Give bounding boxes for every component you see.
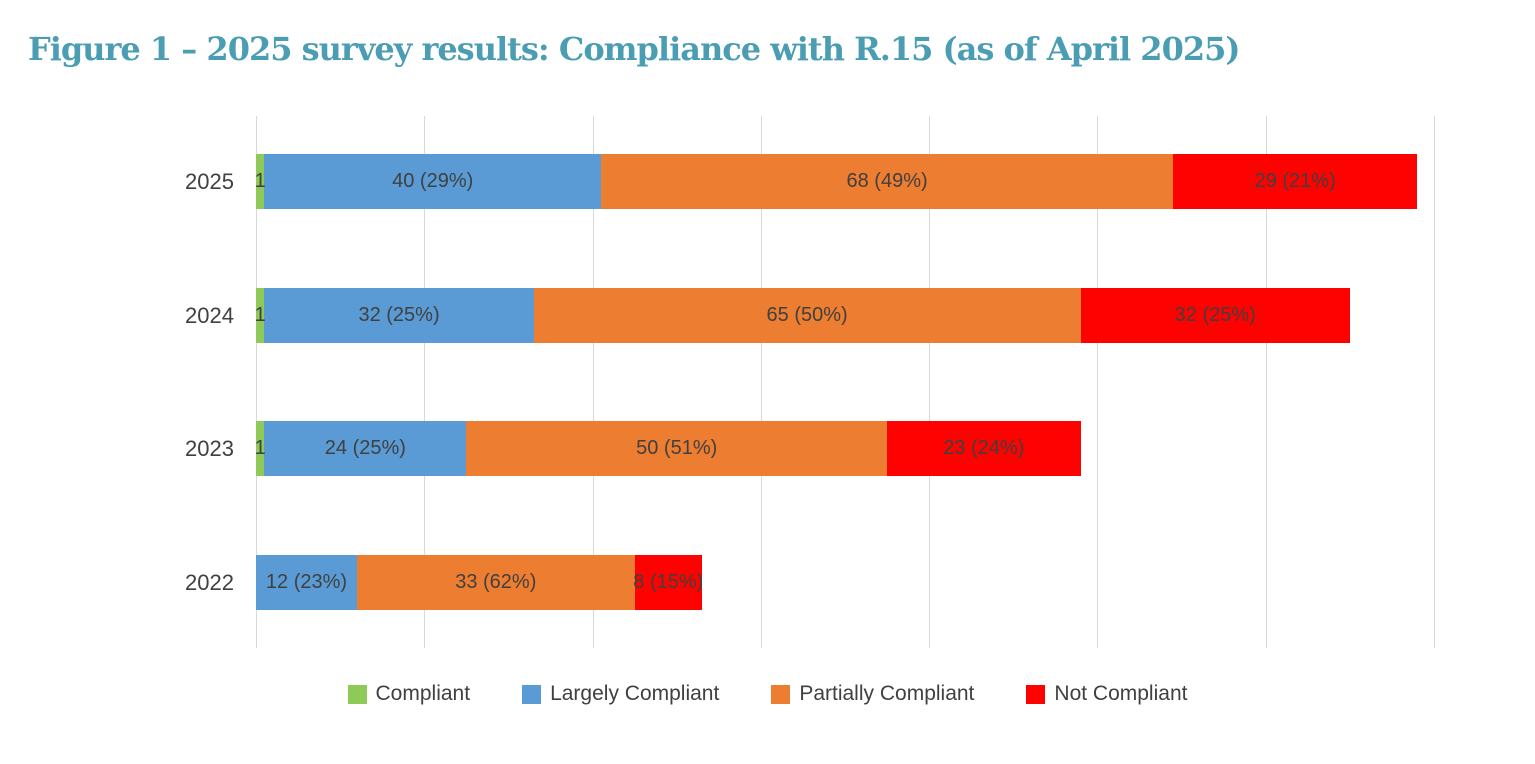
legend-label: Partially Compliant (799, 682, 975, 705)
legend-item-partially-compliant: Partially Compliant (771, 682, 974, 706)
year-label-2024: 2024 (185, 302, 234, 328)
bar-value-label: 1 (254, 304, 266, 326)
legend-swatch-icon (771, 684, 791, 704)
gridline-x-20 (424, 116, 425, 648)
bar-segment-not-compliant-2022: 8 (15%) (633, 555, 704, 610)
bar-value-label: 32 (25%) (1174, 304, 1256, 326)
year-label-2023: 2023 (185, 435, 234, 461)
gridline-x-120 (1266, 116, 1267, 648)
year-label-2022: 2022 (185, 569, 234, 595)
bar-value-label: 1 (254, 170, 266, 192)
bar-value-label: 29 (21%) (1254, 170, 1336, 192)
bar-value-label: 8 (15%) (633, 571, 704, 593)
legend-label: Largely Compliant (550, 682, 720, 705)
bar-value-label: 12 (23%) (265, 571, 348, 593)
gridline-x-140 (1434, 116, 1435, 648)
bar-segment-partially-compliant-2023: 50 (51%) (466, 421, 888, 476)
bar-segment-not-compliant-2023: 23 (24%) (887, 421, 1081, 476)
year-label-2025: 2025 (185, 168, 234, 194)
bar-segment-compliant-2025: 1 (254, 154, 266, 209)
gridline-x-60 (761, 116, 762, 648)
bar-value-label: 33 (62%) (455, 571, 537, 593)
legend-item-not-compliant: Not Compliant (1026, 682, 1187, 706)
legend-swatch-icon (347, 684, 367, 704)
bar-segment-partially-compliant-2022: 33 (62%) (356, 555, 635, 610)
chart-legend: Compliant Largely Compliant Partially Comp… (0, 676, 1535, 712)
gridline-x-0 (256, 116, 257, 648)
gridline-x-100 (1097, 116, 1098, 648)
bar-value-label: 24 (25%) (324, 437, 406, 459)
bar-value-label: 68 (49%) (846, 170, 928, 192)
bar-segment-largely-compliant-2024: 32 (25%) (264, 288, 534, 343)
bar-value-label: 23 (24%) (943, 437, 1025, 459)
legend-item-largely-compliant: Largely Compliant (522, 682, 719, 706)
figure-title: Figure 1 – 2025 survey results: Complian… (28, 30, 1240, 68)
bar-segment-partially-compliant-2024: 65 (50%) (533, 288, 1081, 343)
bar-segment-largely-compliant-2025: 40 (29%) (264, 154, 601, 209)
bar-value-label: 32 (25%) (358, 304, 440, 326)
gridline-x-80 (929, 116, 930, 648)
bar-value-label: 1 (254, 437, 266, 459)
bar-segment-largely-compliant-2023: 24 (25%) (264, 421, 467, 476)
bar-segment-compliant-2024: 1 (254, 288, 266, 343)
bar-segment-partially-compliant-2025: 68 (49%) (600, 154, 1174, 209)
bar-value-label: 50 (51%) (636, 437, 718, 459)
legend-label: Not Compliant (1054, 682, 1188, 705)
legend-item-compliant: Compliant (347, 682, 471, 706)
legend-swatch-icon (522, 684, 542, 704)
gridline-x-40 (593, 116, 594, 648)
legend-label: Compliant (375, 682, 471, 705)
bar-value-label: 65 (50%) (766, 304, 848, 326)
bar-segment-compliant-2023: 1 (254, 421, 266, 476)
bar-value-label: 40 (29%) (392, 170, 474, 192)
bar-segment-not-compliant-2025: 29 (21%) (1173, 154, 1418, 209)
bar-segment-not-compliant-2024: 32 (25%) (1080, 288, 1350, 343)
legend-swatch-icon (1026, 684, 1046, 704)
bar-segment-largely-compliant-2022: 12 (23%) (256, 555, 357, 610)
